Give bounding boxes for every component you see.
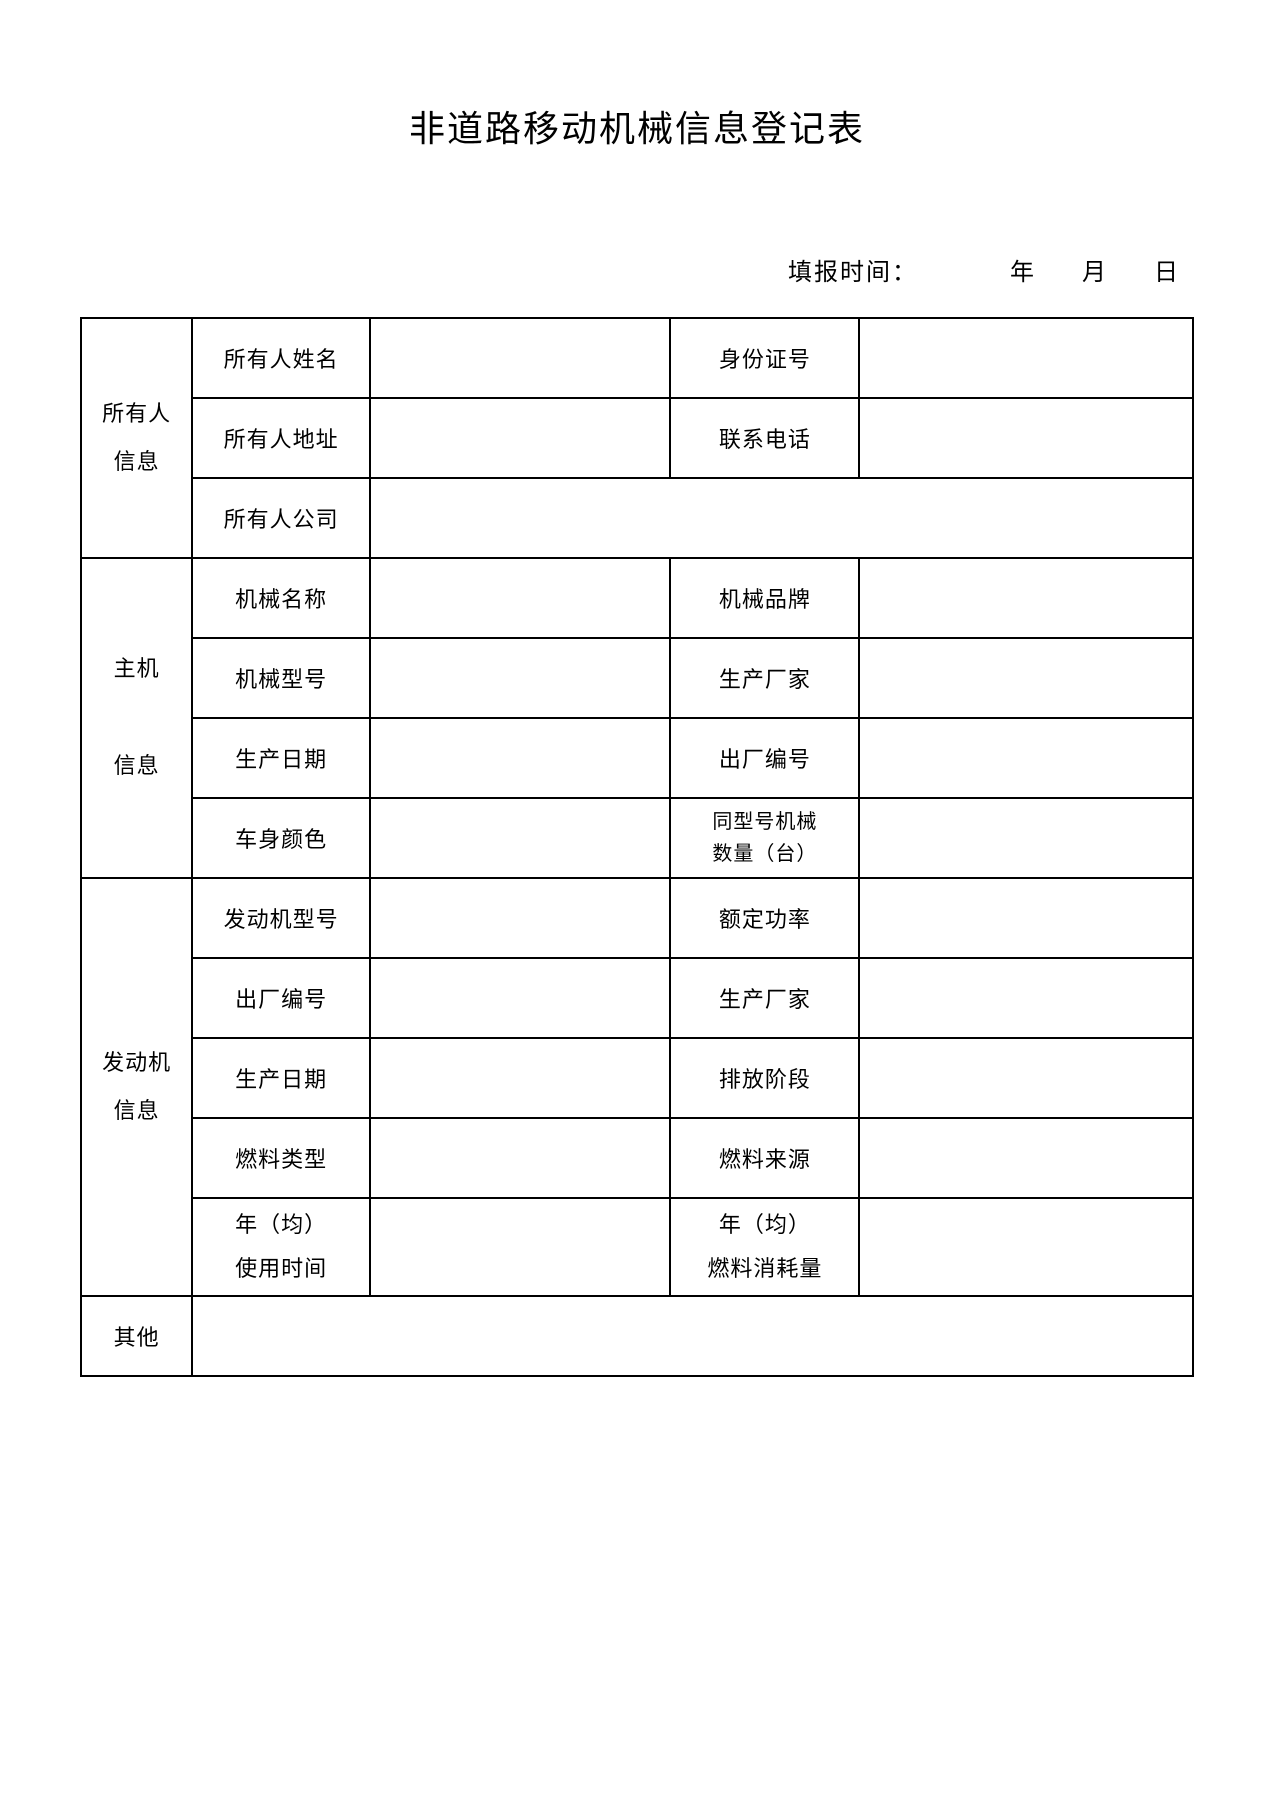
label-engine-factory-number: 出厂编号 xyxy=(192,958,370,1038)
value-other xyxy=(192,1296,1193,1376)
value-owner-company xyxy=(370,478,1193,558)
label-annual-fuel-consumption: 年（均） 燃料消耗量 xyxy=(670,1198,859,1296)
report-time-month: 月 xyxy=(1082,260,1112,286)
value-machine-brand xyxy=(859,558,1193,638)
label-same-model-count: 同型号机械 数量（台） xyxy=(670,798,859,878)
label-body-color: 车身颜色 xyxy=(192,798,370,878)
report-time-year: 年 xyxy=(1010,260,1040,286)
label-owner-company: 所有人公司 xyxy=(192,478,370,558)
value-same-model-count xyxy=(859,798,1193,878)
value-fuel-type xyxy=(370,1118,670,1198)
value-machine-mfr xyxy=(859,638,1193,718)
value-production-date xyxy=(370,718,670,798)
value-rated-power xyxy=(859,878,1193,958)
label-fuel-type: 燃料类型 xyxy=(192,1118,370,1198)
report-time-label: 填报时间： xyxy=(788,260,918,286)
label-production-date: 生产日期 xyxy=(192,718,370,798)
value-engine-model xyxy=(370,878,670,958)
label-annual-usage-time: 年（均） 使用时间 xyxy=(192,1198,370,1296)
value-engine-production-date xyxy=(370,1038,670,1118)
value-fuel-source xyxy=(859,1118,1193,1198)
label-rated-power: 额定功率 xyxy=(670,878,859,958)
value-factory-number xyxy=(859,718,1193,798)
section-machine: 主机信息 xyxy=(81,558,192,878)
value-engine-factory-number xyxy=(370,958,670,1038)
label-engine-mfr: 生产厂家 xyxy=(670,958,859,1038)
value-annual-usage-time xyxy=(370,1198,670,1296)
label-emission-stage: 排放阶段 xyxy=(670,1038,859,1118)
section-owner: 所有人信息 xyxy=(81,318,192,558)
report-time-day: 日 xyxy=(1154,260,1184,286)
label-engine-production-date: 生产日期 xyxy=(192,1038,370,1118)
label-machine-mfr: 生产厂家 xyxy=(670,638,859,718)
value-annual-fuel-consumption xyxy=(859,1198,1193,1296)
label-owner-name: 所有人姓名 xyxy=(192,318,370,398)
value-emission-stage xyxy=(859,1038,1193,1118)
value-machine-name xyxy=(370,558,670,638)
value-engine-mfr xyxy=(859,958,1193,1038)
value-owner-address xyxy=(370,398,670,478)
page-title: 非道路移动机械信息登记表 xyxy=(80,100,1194,152)
section-engine: 发动机信息 xyxy=(81,878,192,1296)
label-owner-address: 所有人地址 xyxy=(192,398,370,478)
label-id-number: 身份证号 xyxy=(670,318,859,398)
label-phone: 联系电话 xyxy=(670,398,859,478)
value-id-number xyxy=(859,318,1193,398)
label-engine-model: 发动机型号 xyxy=(192,878,370,958)
value-phone xyxy=(859,398,1193,478)
label-machine-model: 机械型号 xyxy=(192,638,370,718)
label-factory-number: 出厂编号 xyxy=(670,718,859,798)
value-body-color xyxy=(370,798,670,878)
report-time-row: 填报时间： 年 月 日 xyxy=(80,252,1194,287)
value-owner-name xyxy=(370,318,670,398)
label-fuel-source: 燃料来源 xyxy=(670,1118,859,1198)
value-machine-model xyxy=(370,638,670,718)
label-machine-name: 机械名称 xyxy=(192,558,370,638)
label-machine-brand: 机械品牌 xyxy=(670,558,859,638)
registration-table: 所有人信息 所有人姓名 身份证号 所有人地址 联系电话 所有人公司 主机信息 机… xyxy=(80,317,1194,1377)
section-other: 其他 xyxy=(81,1296,192,1376)
